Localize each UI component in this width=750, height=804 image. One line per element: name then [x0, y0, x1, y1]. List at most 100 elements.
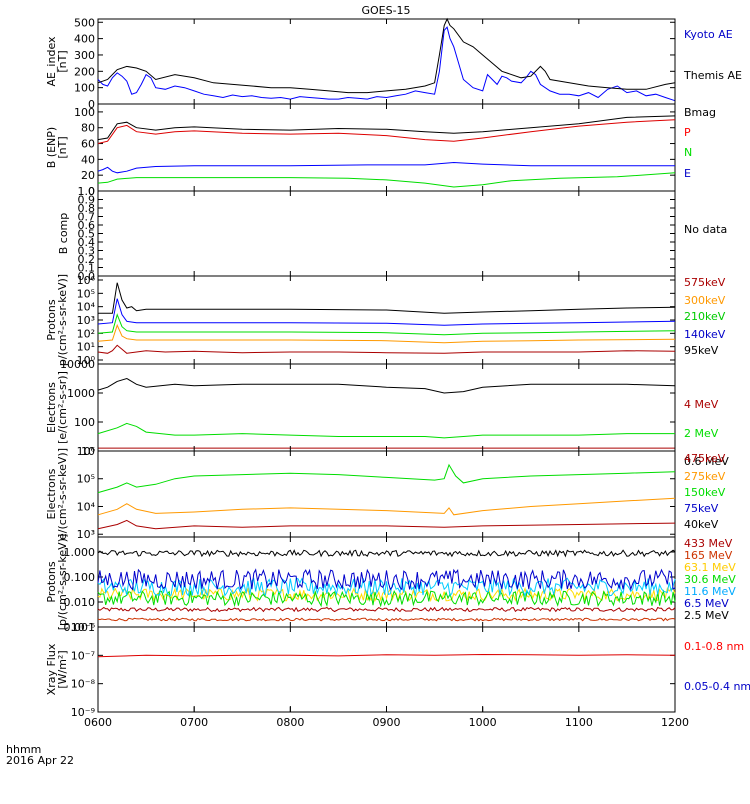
y-tick-label: 1.000: [64, 546, 96, 559]
series-line-140kev: [97, 323, 676, 344]
panel-xray: 10⁻⁹ 10⁻⁸ 10⁻⁷ 10⁻⁶ Xray Flux[W/m²] 0.1-0.8 n…: [45, 621, 750, 719]
y-tick-label: 10²: [77, 327, 95, 340]
y-tick-label: 100: [74, 82, 95, 95]
y-tick-label: 0.8: [78, 202, 96, 215]
y-tick-label: 10¹: [77, 341, 95, 354]
chart-title: GOES-15: [361, 4, 410, 17]
legend-entry: 575keV: [684, 276, 726, 289]
series-line-6-5-mev: [97, 568, 676, 591]
x-tick-label: 0900: [373, 716, 401, 729]
y-tick-label: 10⁶: [77, 445, 96, 458]
legend-entry: P: [684, 126, 691, 139]
legend-entry: 210keV: [684, 310, 726, 323]
y-tick-label: 0.4: [78, 236, 96, 249]
y-tick-label: 10⁴: [77, 500, 96, 513]
series-line-150kev: [97, 463, 676, 494]
y-axis-label: [nT]: [56, 50, 69, 72]
y-axis-label: [W/m²]: [56, 650, 69, 688]
series-line-2-5-mev: [97, 549, 676, 558]
series-line-30-6-mev: [97, 589, 676, 608]
y-tick-label: 10⁵: [77, 287, 95, 300]
y-axis-label: p/(cm²-s-sr-keV)]: [56, 274, 69, 366]
y-axis-label: Protons: [45, 561, 58, 602]
y-tick-label: 0.6: [78, 219, 96, 232]
series-line-themis-ae: [97, 17, 676, 94]
legend-entry: 0.6 MeV: [684, 455, 729, 468]
panel-frame: [97, 363, 676, 452]
y-tick-label: 10000: [60, 358, 95, 371]
series-line-p: [97, 119, 676, 144]
panel-ae: 0 100 200 300 400 500 AE_index[nT] Kyoto AE Them…: [45, 16, 742, 111]
legend-entry: 40keV: [684, 518, 719, 531]
series-line-575kev: [98, 282, 676, 314]
panel-protons_mev: 0.001 0.010 0.100 1.000 Protons[p/(cm²-s-sr-…: [45, 534, 736, 634]
legend-entry: Bmag: [684, 106, 716, 119]
panel-frame: [97, 190, 676, 277]
y-tick-label: 10⁻⁸: [71, 678, 96, 691]
y-tick-label: 60: [81, 138, 95, 151]
x-tick-label: 0700: [180, 716, 208, 729]
series-line-e: [97, 161, 675, 174]
y-axis-label: e/(cm²-s-sr-keV)]: [56, 448, 69, 540]
y-tick-label: 300: [74, 49, 95, 62]
y-tick-label: 0.7: [78, 211, 96, 224]
x-tick-label: 1000: [469, 716, 497, 729]
y-tick-label: 10⁰: [77, 354, 96, 367]
y-tick-label: 40: [81, 153, 95, 166]
legend-entry: 75keV: [684, 502, 719, 515]
y-tick-label: 10³: [77, 314, 95, 327]
legend-entry: N: [684, 146, 692, 159]
legend-entry: E: [684, 167, 691, 180]
y-tick-label: 20: [81, 169, 95, 182]
y-axis-label: Protons: [45, 299, 58, 340]
y-tick-label: 0.100: [64, 571, 96, 584]
panel-benp: 0 20 40 60 80 100 B (ENP)[nT] Bmag PNE: [45, 103, 716, 198]
panel-bcomp: 0.00.10.20.30.40.50.60.70.80.91.0 B comp N…: [57, 185, 727, 283]
x-corner-label-hhmm: hhmm: [6, 743, 41, 756]
series-line-63-1-mev: [97, 586, 676, 603]
legend-entry: 0.05-0.4 nm: [684, 680, 750, 693]
y-tick-label: 10³: [77, 528, 95, 541]
y-tick-label: 80: [81, 122, 95, 135]
legend-entry: 475keV: [684, 452, 726, 465]
legend-entry: 2 MeV: [684, 427, 719, 440]
y-tick-label: 0.5: [78, 228, 96, 241]
y-tick-label: 10⁻⁶: [71, 621, 96, 634]
legend-entry: 275keV: [684, 470, 726, 483]
y-tick-label: 500: [74, 16, 95, 29]
legend-entry: 300keV: [684, 294, 726, 307]
legend-entry: 0.1-0.8 nm: [684, 640, 744, 653]
legend-entry: 30.6 MeV: [684, 573, 736, 586]
y-tick-label: 0.3: [78, 245, 96, 258]
y-axis-label: Xray Flux: [45, 643, 58, 695]
y-tick-label: 10: [81, 445, 95, 458]
y-axis-label: Electrons: [45, 382, 58, 433]
y-tick-label: 10⁴: [77, 301, 96, 314]
legend-entry: 140keV: [684, 328, 726, 341]
y-tick-label: 0.2: [78, 253, 96, 266]
y-tick-label: 1000: [67, 387, 95, 400]
y-tick-label: 0.9: [78, 194, 96, 207]
y-axis-label: [nT]: [56, 136, 69, 158]
series-line-300kev: [97, 298, 676, 326]
x-tick-label: 1200: [661, 716, 689, 729]
y-axis-label: AE_index: [45, 36, 58, 87]
x-corner-label-date: 2016 Apr 22: [6, 754, 74, 767]
legend-entry: 6.5 MeV: [684, 597, 729, 610]
no-data-label: No data: [684, 223, 727, 236]
y-tick-label: 0.001: [64, 621, 96, 634]
legend-entry: Themis AE: [683, 69, 742, 82]
series-line-95kev: [97, 344, 676, 354]
panel-frame: [97, 626, 676, 713]
y-axis-label: [e/(cm²-s-sr)]: [56, 371, 69, 444]
legend-entry: 63.1 MeV: [684, 561, 736, 574]
series-line-475kev: [97, 519, 676, 530]
y-tick-label: 200: [74, 65, 95, 78]
y-tick-label: 1.0: [78, 185, 96, 198]
y-tick-label: 0.0: [78, 270, 96, 283]
legend-entry: 4 MeV: [684, 398, 719, 411]
series-line-275kev: [97, 497, 676, 516]
